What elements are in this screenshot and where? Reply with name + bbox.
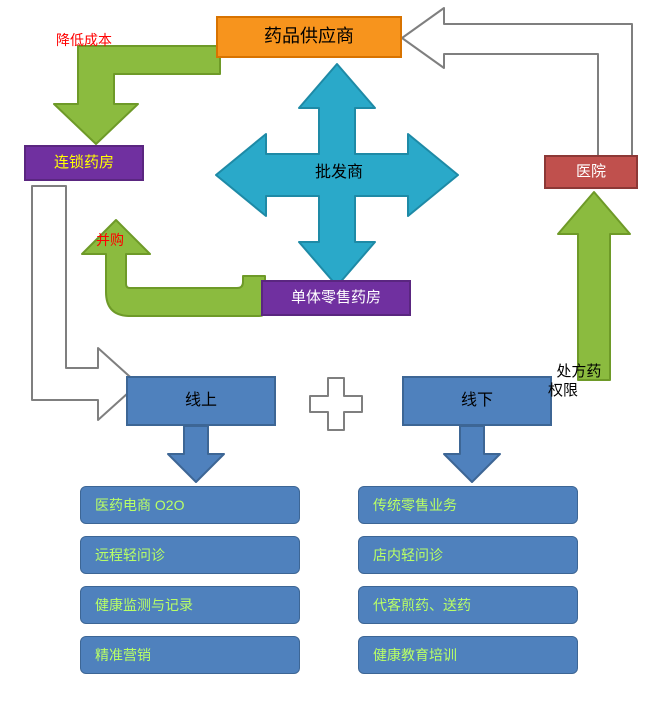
node-chain-label: 连锁药房	[54, 154, 114, 172]
plus-connector	[308, 376, 364, 432]
online-item-2-label: 健康监测与记录	[95, 595, 193, 615]
offline-item-2-label: 代客煎药、送药	[373, 595, 471, 615]
node-online-label: 线上	[185, 391, 217, 410]
annotation-rx: 处方药 权限	[548, 342, 601, 401]
annotation-cost: 降低成本	[56, 30, 112, 50]
offline-item-1: 店内轻问诊	[358, 536, 578, 574]
node-wholesaler-label: 批发商	[315, 163, 363, 182]
offline-item-1-label: 店内轻问诊	[373, 545, 443, 565]
online-item-0: 医药电商 O2O	[80, 486, 300, 524]
node-offline: 线下	[402, 376, 552, 426]
online-item-1-label: 远程轻问诊	[95, 545, 165, 565]
node-offline-label: 线下	[461, 391, 493, 410]
online-item-3: 精准营销	[80, 636, 300, 674]
annotation-rx-text: 处方药 权限	[548, 363, 601, 400]
node-online: 线上	[126, 376, 276, 426]
node-chain: 连锁药房	[24, 145, 144, 181]
arrow-supplier-to-chain-v2	[48, 44, 224, 148]
online-item-2: 健康监测与记录	[80, 586, 300, 624]
offline-item-0: 传统零售业务	[358, 486, 578, 524]
annotation-merge: 并购	[96, 230, 124, 250]
arrow-offline-down	[442, 426, 502, 484]
annotation-merge-text: 并购	[96, 232, 124, 248]
offline-item-3-label: 健康教育培训	[373, 645, 457, 665]
annotation-cost-text: 降低成本	[56, 32, 112, 48]
node-hospital-label: 医院	[576, 163, 606, 181]
online-item-3-label: 精准营销	[95, 645, 151, 665]
node-supplier: 药品供应商	[216, 16, 402, 58]
offline-item-0-label: 传统零售业务	[373, 495, 457, 515]
arrow-chain-to-online	[12, 186, 142, 416]
node-single-label: 单体零售药房	[291, 289, 381, 307]
online-item-0-label: 医药电商 O2O	[95, 495, 184, 515]
node-hospital: 医院	[544, 155, 638, 189]
online-item-1: 远程轻问诊	[80, 536, 300, 574]
node-wholesaler: 批发商	[284, 160, 394, 186]
node-single: 单体零售药房	[261, 280, 411, 316]
offline-item-3: 健康教育培训	[358, 636, 578, 674]
arrow-online-down	[166, 426, 226, 484]
offline-item-2: 代客煎药、送药	[358, 586, 578, 624]
node-supplier-label: 药品供应商	[264, 26, 354, 48]
